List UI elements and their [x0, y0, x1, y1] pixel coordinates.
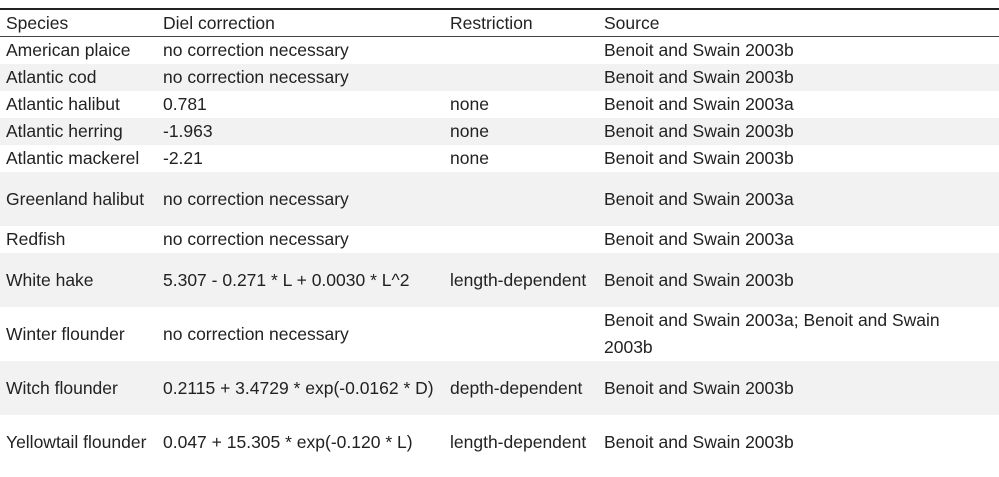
table-row: Greenland halibut no correction necessar… — [0, 172, 999, 226]
cell-species: Yellowtail flounder — [0, 415, 157, 469]
diel-correction-table: Species Diel correction Restriction Sour… — [0, 10, 999, 469]
cell-diel-correction: -2.21 — [157, 145, 444, 172]
column-header-restriction: Restriction — [450, 13, 533, 33]
table-row: American plaice no correction necessary … — [0, 37, 999, 64]
cell-source: Benoit and Swain 2003a — [598, 91, 999, 118]
cell-restriction: none — [444, 145, 598, 172]
cell-species: Atlantic halibut — [0, 91, 157, 118]
cell-source: Benoit and Swain 2003b — [598, 361, 999, 415]
cell-diel-correction: no correction necessary — [157, 172, 444, 226]
cell-species: Atlantic mackerel — [0, 145, 157, 172]
cell-diel-correction: no correction necessary — [157, 64, 444, 91]
column-header-diel-correction: Diel correction — [163, 13, 275, 33]
cell-diel-correction: -1.963 — [157, 118, 444, 145]
cell-restriction — [444, 307, 598, 361]
cell-source: Benoit and Swain 2003b — [598, 253, 999, 307]
cell-species: Greenland halibut — [0, 172, 157, 226]
cell-source: Benoit and Swain 2003a — [598, 226, 999, 253]
cell-restriction: depth-dependent — [444, 361, 598, 415]
cell-restriction: length-dependent — [444, 253, 598, 307]
table-top-rule — [0, 8, 999, 10]
column-header-species: Species — [6, 13, 69, 33]
table-row: Yellowtail flounder 0.047 + 15.305 * exp… — [0, 415, 999, 469]
table-row: Winter flounder no correction necessary … — [0, 307, 999, 361]
table-row: Redfish no correction necessary Benoit a… — [0, 226, 999, 253]
cell-diel-correction: no correction necessary — [157, 226, 444, 253]
cell-diel-correction: no correction necessary — [157, 37, 444, 64]
table-row: Atlantic halibut 0.781 none Benoit and S… — [0, 91, 999, 118]
cell-species: Atlantic herring — [0, 118, 157, 145]
table-row: White hake 5.307 - 0.271 * L + 0.0030 * … — [0, 253, 999, 307]
cell-source: Benoit and Swain 2003a — [598, 172, 999, 226]
cell-source: Benoit and Swain 2003b — [598, 415, 999, 469]
cell-diel-correction: 0.2115 + 3.4729 * exp(-0.0162 * D) — [157, 361, 444, 415]
cell-restriction: none — [444, 91, 598, 118]
cell-diel-correction: no correction necessary — [157, 307, 444, 361]
cell-restriction — [444, 37, 598, 64]
cell-species: White hake — [0, 253, 157, 307]
cell-species: Redfish — [0, 226, 157, 253]
cell-source: Benoit and Swain 2003b — [598, 145, 999, 172]
column-header-source: Source — [604, 13, 660, 33]
table-row: Atlantic herring -1.963 none Benoit and … — [0, 118, 999, 145]
table-row: Atlantic mackerel -2.21 none Benoit and … — [0, 145, 999, 172]
cell-restriction — [444, 64, 598, 91]
table-row: Atlantic cod no correction necessary Ben… — [0, 64, 999, 91]
cell-species: American plaice — [0, 37, 157, 64]
cell-species: Winter flounder — [0, 307, 157, 361]
cell-restriction — [444, 172, 598, 226]
cell-source: Benoit and Swain 2003b — [598, 37, 999, 64]
table-row: Witch flounder 0.2115 + 3.4729 * exp(-0.… — [0, 361, 999, 415]
table-header-row: Species Diel correction Restriction Sour… — [0, 10, 999, 37]
cell-source: Benoit and Swain 2003b — [598, 118, 999, 145]
cell-restriction: none — [444, 118, 598, 145]
cell-diel-correction: 0.047 + 15.305 * exp(-0.120 * L) — [157, 415, 444, 469]
cell-species: Witch flounder — [0, 361, 157, 415]
cell-source: Benoit and Swain 2003b — [598, 64, 999, 91]
cell-source: Benoit and Swain 2003a; Benoit and Swain… — [598, 307, 999, 361]
header-bottom-rule — [0, 36, 999, 37]
cell-restriction — [444, 226, 598, 253]
cell-species: Atlantic cod — [0, 64, 157, 91]
cell-diel-correction: 5.307 - 0.271 * L + 0.0030 * L^2 — [157, 253, 444, 307]
cell-diel-correction: 0.781 — [157, 91, 444, 118]
cell-restriction: length-dependent — [444, 415, 598, 469]
